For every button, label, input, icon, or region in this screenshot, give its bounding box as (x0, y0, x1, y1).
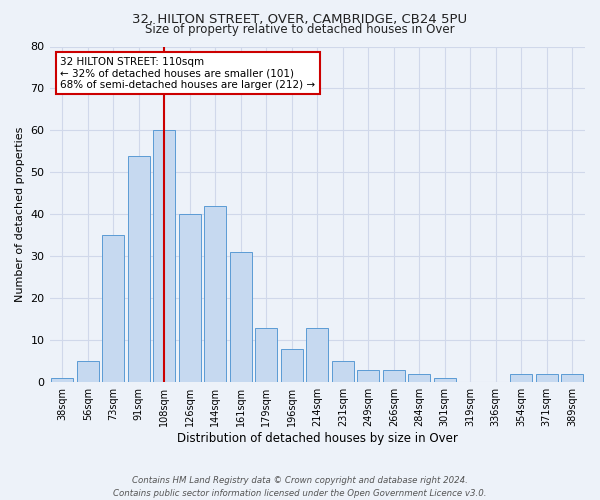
Bar (358, 370, 379, 382)
Bar (256, 328, 277, 382)
Bar (383, 370, 404, 382)
Bar (511, 374, 532, 382)
Bar (281, 349, 302, 382)
Bar (434, 378, 455, 382)
Text: 32, HILTON STREET, OVER, CAMBRIDGE, CB24 5PU: 32, HILTON STREET, OVER, CAMBRIDGE, CB24… (133, 12, 467, 26)
Bar (179, 214, 200, 382)
X-axis label: Distribution of detached houses by size in Over: Distribution of detached houses by size … (177, 432, 458, 445)
Bar (103, 236, 124, 382)
Bar (562, 374, 583, 382)
Bar (307, 328, 328, 382)
Bar (77, 362, 98, 382)
Bar (332, 362, 353, 382)
Text: Contains HM Land Registry data © Crown copyright and database right 2024.
Contai: Contains HM Land Registry data © Crown c… (113, 476, 487, 498)
Bar (230, 252, 251, 382)
Text: 32 HILTON STREET: 110sqm
← 32% of detached houses are smaller (101)
68% of semi-: 32 HILTON STREET: 110sqm ← 32% of detach… (60, 56, 316, 90)
Text: Size of property relative to detached houses in Over: Size of property relative to detached ho… (145, 22, 455, 36)
Bar (154, 130, 175, 382)
Bar (409, 374, 430, 382)
Y-axis label: Number of detached properties: Number of detached properties (15, 126, 25, 302)
Bar (205, 206, 226, 382)
Bar (128, 156, 149, 382)
Bar (52, 378, 73, 382)
Bar (536, 374, 557, 382)
